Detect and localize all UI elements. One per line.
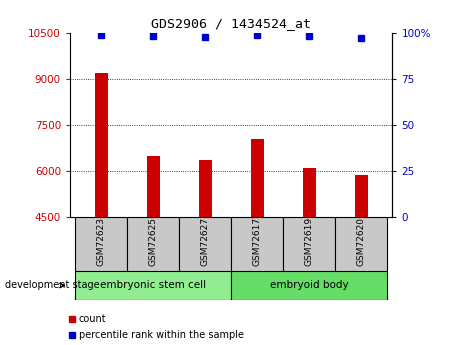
Bar <box>95 73 108 217</box>
Title: GDS2906 / 1434524_at: GDS2906 / 1434524_at <box>151 17 311 30</box>
Bar <box>75 217 127 271</box>
Text: GSM72619: GSM72619 <box>305 217 313 266</box>
Text: embryonic stem cell: embryonic stem cell <box>100 280 206 290</box>
Bar <box>75 271 231 300</box>
Bar <box>251 139 264 217</box>
Bar <box>179 217 231 271</box>
Text: embryoid body: embryoid body <box>270 280 349 290</box>
Bar <box>231 217 283 271</box>
Text: GSM72620: GSM72620 <box>357 217 366 266</box>
Bar <box>354 175 368 217</box>
Bar <box>303 168 316 217</box>
Bar <box>127 217 179 271</box>
Text: count: count <box>79 314 106 324</box>
Text: GSM72627: GSM72627 <box>201 217 210 266</box>
Bar <box>335 217 387 271</box>
Bar <box>147 156 160 217</box>
Text: development stage: development stage <box>5 280 99 290</box>
Text: GSM72623: GSM72623 <box>97 217 106 266</box>
Bar <box>231 271 387 300</box>
Text: GSM72617: GSM72617 <box>253 217 262 266</box>
Text: GSM72625: GSM72625 <box>149 217 157 266</box>
Bar <box>198 159 212 217</box>
Text: percentile rank within the sample: percentile rank within the sample <box>79 330 244 339</box>
Bar <box>283 217 335 271</box>
